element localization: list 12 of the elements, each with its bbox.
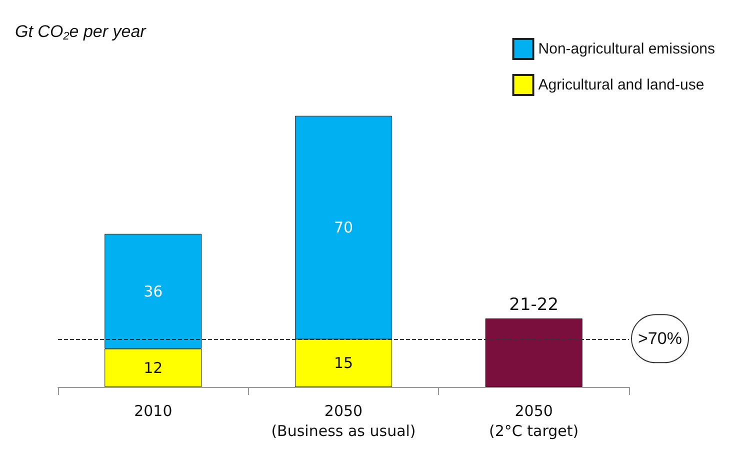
bar (485, 318, 582, 387)
x-tick-label: 2050 (Business as usual) (271, 402, 416, 440)
legend-label: Agricultural and land-use (538, 76, 704, 94)
legend-label: Non-agricultural emissions (538, 40, 715, 58)
text: >70% (638, 329, 682, 348)
x-tick-label: 2010 (134, 402, 172, 420)
data-label: 21-22 (509, 294, 559, 315)
data-label: 36 (144, 282, 163, 300)
data-label: 15 (334, 354, 354, 372)
data-label: 70 (334, 218, 354, 236)
data-label: 12 (144, 358, 163, 377)
x-tick-label: 2050 (2°C target) (489, 402, 579, 440)
